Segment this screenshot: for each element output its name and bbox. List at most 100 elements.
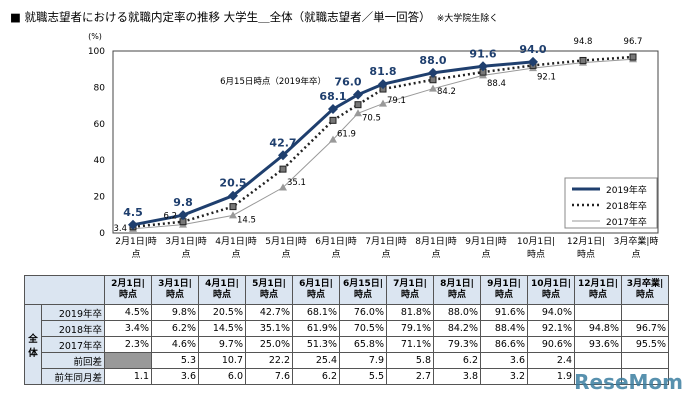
data-point <box>278 150 288 161</box>
table-cell: 14.5% <box>198 320 246 337</box>
table-row: 2017年卒 2.3% 4.6% 9.7% 25.0% 51.3% 65.8% 71.1% 79… <box>25 336 669 353</box>
y-axis-label: (%) <box>88 32 102 41</box>
table-cell: 7.9 <box>339 352 387 369</box>
title-text: ■ 就職志望者における就職内定率の推移 大学生＿全体（就職志望者／単一回答） <box>10 10 431 24</box>
y-tick-label: 60 <box>94 120 106 130</box>
column-header: 12月1日|時点 <box>574 275 622 305</box>
table-cell: 3.6 <box>480 352 528 369</box>
table-cell: 6.2 <box>292 368 340 385</box>
table-cell <box>621 368 669 385</box>
table-cell: 2.7 <box>386 368 434 385</box>
column-header: 10月1日|時点 <box>527 275 575 305</box>
table-cell <box>621 352 669 369</box>
data-label-2018: 6.2 <box>163 212 177 222</box>
x-tick-label: 3月卒業|時点 <box>613 237 659 260</box>
column-header: 3月卒業|時点 <box>621 275 669 305</box>
table-cell: 4.6% <box>151 336 199 353</box>
y-tick-label: 20 <box>94 193 106 203</box>
data-label-2018: 96.7 <box>624 37 643 47</box>
data-label-2019: 42.7 <box>269 136 296 149</box>
row-label: 前回差 <box>41 352 105 369</box>
data-table: 2月1日|時点 3月1日|時点 4月1日|時点 5月1日|時点 6月1日|時点 6月15日… <box>24 275 669 385</box>
line-chart: (%) 0 20 40 60 80 100 4.5 9.8 20.5 42.7 68.176.0 81.… <box>88 32 659 239</box>
x-tick-label: 8月1日|時点 <box>415 237 457 260</box>
table-cell: 91.6% <box>480 304 528 321</box>
data-label-2018: 70.5 <box>362 114 381 124</box>
table-cell: 79.1% <box>386 320 434 337</box>
data-point <box>379 99 387 107</box>
data-point <box>178 210 188 221</box>
chart-title: ■ 就職志望者における就職内定率の推移 大学生＿全体（就職志望者／単一回答） ※大… <box>10 9 498 25</box>
table-cell: 88.0% <box>433 304 481 321</box>
data-point <box>429 84 437 92</box>
data-point <box>279 165 287 173</box>
data-point <box>329 116 337 124</box>
table-cell: 2.3% <box>104 336 152 353</box>
data-label-2018: 88.4 <box>487 79 506 89</box>
row-label: 2017年卒 <box>41 336 105 353</box>
x-tick-label: 9月1日|時点 <box>465 237 507 260</box>
column-header: 4月1日|時点 <box>198 275 246 305</box>
table-cell: 7.6 <box>245 368 293 385</box>
table-row: 前回差 5.3 10.7 22.2 25.4 7.9 5.8 6.2 3.6 2.4 <box>25 352 669 369</box>
table-cell: 35.1% <box>245 320 293 337</box>
row-label: 2019年卒 <box>41 304 105 321</box>
table-cell: 5.8 <box>386 352 434 369</box>
column-header: 8月1日|時点 <box>433 275 481 305</box>
data-label-2019: 94.0 <box>519 43 546 56</box>
table-cell: 51.3% <box>292 336 340 353</box>
table-cell: 25.4 <box>292 352 340 369</box>
x-tick-label: 3月1日|時点 <box>165 237 207 260</box>
table-cell: 71.1% <box>386 336 434 353</box>
table-cell: 92.1% <box>527 320 575 337</box>
header-row: 2月1日|時点 3月1日|時点 4月1日|時点 5月1日|時点 6月1日|時点 6月15日… <box>24 275 669 305</box>
data-point <box>353 89 363 100</box>
data-point <box>128 219 138 230</box>
table-cell: 70.5% <box>339 320 387 337</box>
row-label: 前年同月差 <box>41 368 105 385</box>
logo: ReseMom <box>574 370 683 394</box>
table-cell: 9.7% <box>198 336 246 353</box>
legend <box>564 177 658 229</box>
x-tick-label: 5月1日|時点 <box>265 237 307 260</box>
data-label-2019: 88.0 <box>419 54 446 67</box>
row-label: 2018年卒 <box>41 320 105 337</box>
table-cell <box>574 304 622 321</box>
data-point <box>378 79 388 90</box>
table-cell <box>574 352 622 369</box>
column-header: 2月1日|時点 <box>104 275 152 305</box>
group-label: 全体 <box>24 304 42 385</box>
table-cell: 5.3 <box>151 352 199 369</box>
data-point <box>229 203 237 211</box>
column-header: 3月1日|時点 <box>151 275 199 305</box>
x-tick-label: 12月1日|時点 <box>566 237 606 260</box>
legend-label: 2017年卒 <box>606 216 647 228</box>
table-cell: 65.8% <box>339 336 387 353</box>
data-label-2019: 76.0 <box>334 76 361 89</box>
corner-cell <box>24 275 105 305</box>
data-label-2019: 4.5 <box>123 206 143 219</box>
table-cell: 2.4 <box>527 352 575 369</box>
data-point <box>528 56 538 67</box>
table-cell: 3.8 <box>433 368 481 385</box>
plot-area <box>112 50 659 234</box>
annotation: 6月15日時点（2019年卒） <box>220 76 326 87</box>
y-tick-label: 80 <box>94 83 106 93</box>
table-cell: 94.0% <box>527 304 575 321</box>
column-header: 6月1日|時点 <box>292 275 340 305</box>
data-point <box>228 190 238 201</box>
table-cell: 86.6% <box>480 336 528 353</box>
data-label-2018: 84.2 <box>437 87 456 97</box>
series-line-2019年卒 <box>132 60 534 227</box>
x-tick-label: 10月1日|時点 <box>516 237 556 260</box>
data-point <box>229 211 237 219</box>
column-header: 9月1日|時点 <box>480 275 528 305</box>
data-label-2018: 94.8 <box>574 37 593 47</box>
table-cell: 1.1 <box>104 368 152 385</box>
data-label-2018: 61.9 <box>337 129 356 139</box>
data-label-2018: 3.4 <box>113 224 127 234</box>
y-tick-label: 100 <box>88 47 105 57</box>
data-label-2019: 81.8 <box>369 65 396 78</box>
table-cell <box>621 304 669 321</box>
y-tick-label: 40 <box>94 156 106 166</box>
